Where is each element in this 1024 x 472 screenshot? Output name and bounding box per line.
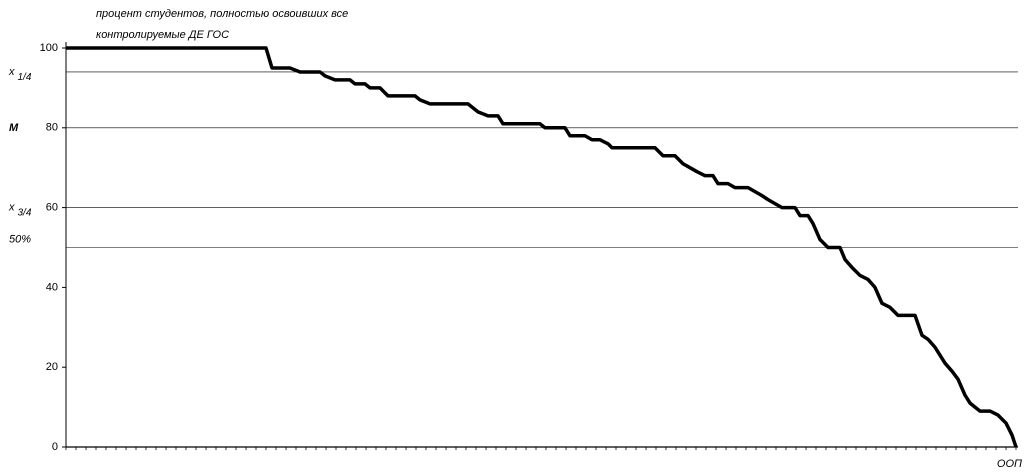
reference-label: x 3/4 [8, 202, 32, 219]
reference-label: 50% [9, 233, 31, 245]
y-tick-label: 0 [52, 441, 58, 453]
reference-subscript: 1/4 [18, 72, 32, 83]
y-tick-label: 80 [46, 122, 58, 134]
y-tick-label: 60 [46, 202, 58, 214]
title-line: контролируемые ДЕ ГОС [96, 29, 229, 41]
y-tick-label: 20 [46, 361, 58, 373]
y-tick-label: 40 [46, 281, 58, 293]
title-line: процент студентов, полностью освоивших в… [96, 8, 348, 20]
reference-symbol: 50% [9, 233, 31, 245]
reference-subscript: 3/4 [18, 207, 32, 218]
reference-symbol: x [8, 202, 15, 214]
reference-symbol: M [9, 122, 19, 134]
y-tick-label: 100 [40, 42, 58, 54]
reference-symbol: x [8, 66, 15, 78]
reference-label: x 1/4 [8, 66, 32, 83]
reference-label: M [9, 122, 19, 134]
x-axis-label: ООП [997, 458, 1022, 470]
data-line [66, 46, 1018, 448]
